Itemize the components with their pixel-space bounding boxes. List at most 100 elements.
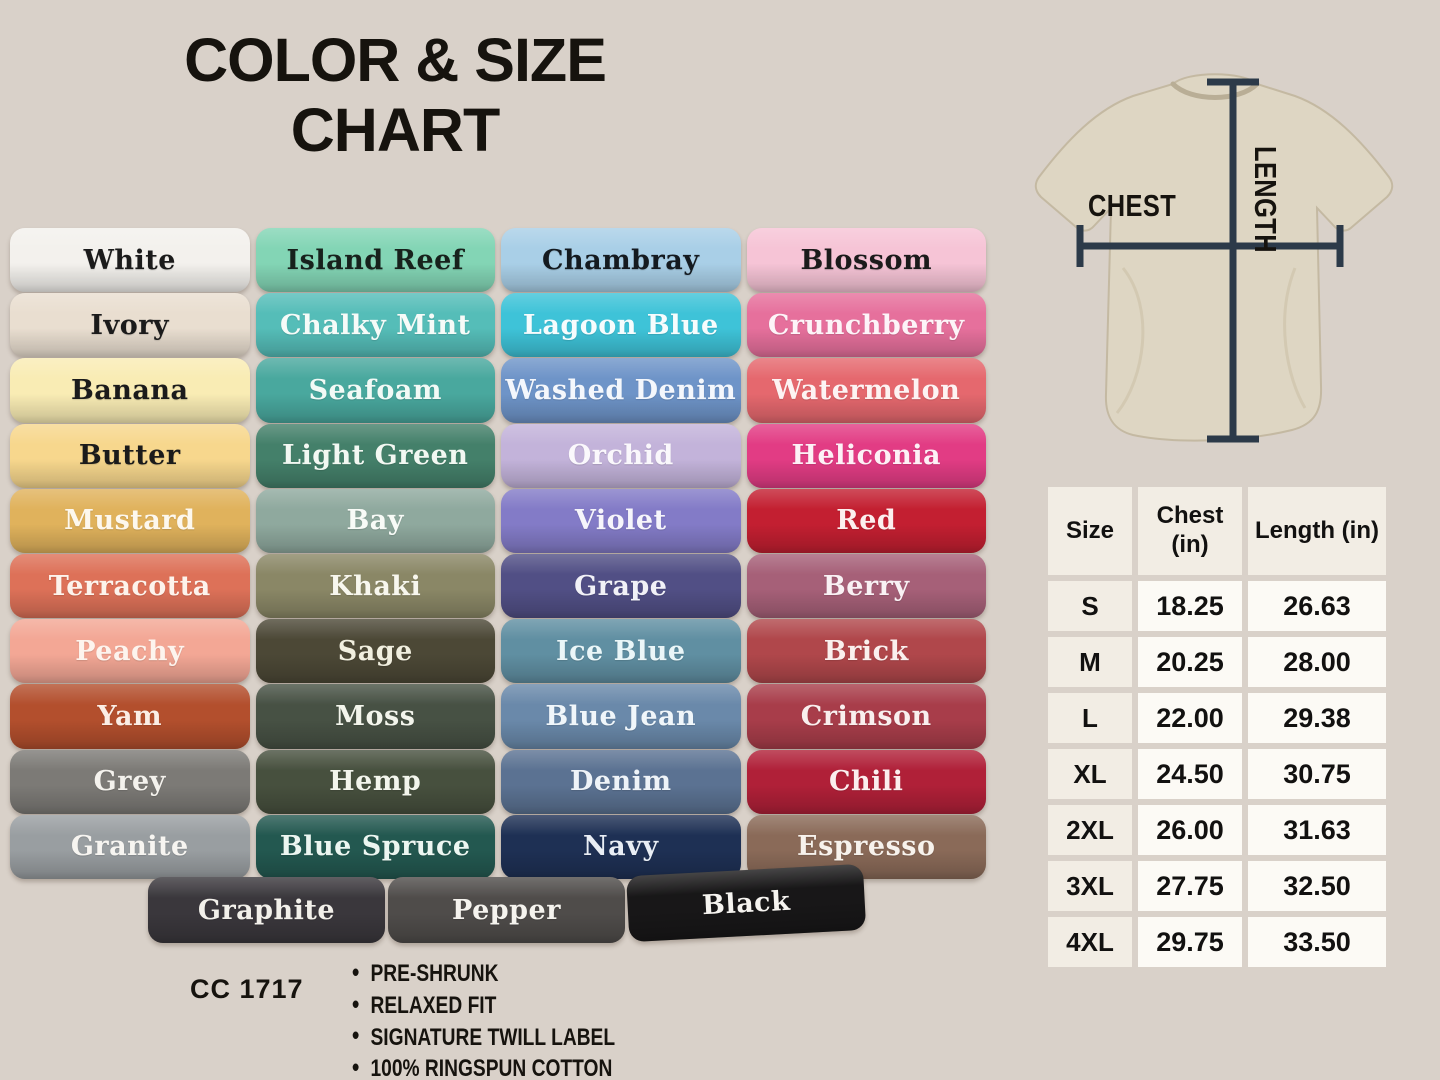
size-table-value-cell: 26.63 bbox=[1248, 581, 1386, 631]
shirt-color-label: Orchid bbox=[567, 440, 674, 472]
shirt-color-label: Terracotta bbox=[48, 570, 211, 602]
shirt-color-label: Lagoon Blue bbox=[522, 309, 719, 341]
shirt-color-label: Crimson bbox=[800, 700, 932, 732]
size-table-size-cell: L bbox=[1048, 693, 1132, 743]
size-table-value-cell: 33.50 bbox=[1248, 917, 1386, 967]
size-table-value-cell: 24.50 bbox=[1138, 749, 1242, 799]
shirt-color-label: Grey bbox=[93, 766, 166, 798]
feature-list: PRE-SHRUNKRELAXED FITSIGNATURE TWILL LAB… bbox=[352, 958, 681, 1080]
tshirt-measurement-diagram: CHEST LENGTH bbox=[995, 58, 1415, 470]
size-table-value-cell: 22.00 bbox=[1138, 693, 1242, 743]
shirt-color-label: Pepper bbox=[452, 894, 561, 926]
shirt-color-label: Denim bbox=[569, 766, 672, 798]
shirt-swatch-hemp: Hemp bbox=[255, 749, 495, 814]
shirt-swatch-peachy: Peachy bbox=[10, 619, 250, 684]
shirt-swatch-khaki: Khaki bbox=[255, 553, 495, 619]
size-table-size-cell: M bbox=[1048, 637, 1132, 687]
shirt-color-label: Chili bbox=[829, 766, 904, 798]
tshirt-graphic bbox=[1034, 73, 1394, 443]
size-table-header: Chest (in) bbox=[1138, 487, 1242, 575]
page-title-line1: COLOR & SIZE bbox=[184, 26, 607, 94]
shirt-color-label: Sage bbox=[337, 635, 413, 667]
shirt-swatch-blue-jean: Blue Jean bbox=[501, 684, 741, 749]
shirt-column: White Ivory Banana Butter Mustard Terracotta P… bbox=[10, 228, 250, 880]
shirt-swatch-grape: Grape bbox=[501, 553, 741, 619]
shirt-column: Chambray Lagoon Blue Washed Denim Orchid Vio… bbox=[501, 228, 741, 880]
shirt-color-label: Banana bbox=[70, 374, 189, 406]
shirt-swatch-heliconia: Heliconia bbox=[746, 423, 986, 488]
shirt-color-label: Moss bbox=[335, 700, 416, 732]
feature-item: SIGNATURE TWILL LABEL bbox=[352, 1021, 615, 1053]
size-table-value-cell: 30.75 bbox=[1248, 749, 1386, 799]
shirt-swatch-lagoon-blue: Lagoon Blue bbox=[501, 293, 741, 358]
shirt-swatch-navy: Navy bbox=[501, 814, 741, 880]
shirt-swatch-orchid: Orchid bbox=[501, 423, 741, 488]
length-measure-line bbox=[1207, 78, 1259, 443]
chest-measure-line bbox=[1076, 225, 1344, 267]
shirt-color-label: Blue Jean bbox=[545, 700, 697, 732]
shirt-color-label: Mustard bbox=[64, 505, 196, 537]
shirt-swatch-ivory: Ivory bbox=[10, 293, 250, 358]
shirt-color-label: Grape bbox=[574, 570, 668, 602]
tshirt-shape bbox=[1034, 73, 1394, 442]
size-table: Size Chest (in) Length (in) S 18.25 26.63 M 20.… bbox=[1048, 487, 1386, 967]
shirt-swatch-crunchberry: Crunchberry bbox=[746, 293, 986, 358]
shirt-color-label: Ivory bbox=[90, 309, 170, 341]
shirt-column: Blossom Crunchberry Watermelon Heliconia Red… bbox=[746, 228, 986, 880]
shirt-swatch-moss: Moss bbox=[255, 684, 495, 749]
shirt-swatch-denim: Denim bbox=[501, 749, 741, 814]
shirt-color-label: Seafoam bbox=[308, 374, 442, 406]
size-table-value-cell: 28.00 bbox=[1248, 637, 1386, 687]
shirt-swatch-blossom: Blossom bbox=[746, 228, 986, 293]
shirt-swatch-red: Red bbox=[746, 488, 986, 554]
shirt-swatch-watermelon: Watermelon bbox=[746, 358, 986, 423]
shirt-swatch-crimson: Crimson bbox=[746, 684, 986, 749]
shirt-swatch-brick: Brick bbox=[746, 619, 986, 684]
shirt-swatch-bay: Bay bbox=[255, 488, 495, 554]
shirt-swatch-island-reef: Island Reef bbox=[255, 228, 495, 293]
product-code: CC 1717 bbox=[190, 974, 304, 1004]
shirt-color-label: Crunchberry bbox=[767, 309, 965, 341]
page-title: COLOR & SIZE CHART bbox=[140, 26, 650, 165]
shirt-color-label: Chambray bbox=[542, 244, 700, 276]
shirt-color-label: Peachy bbox=[75, 635, 185, 667]
shirt-color-label: Red bbox=[836, 505, 897, 537]
page-title-line2: CHART bbox=[290, 95, 500, 164]
shirt-color-label: Blossom bbox=[800, 244, 933, 276]
shirt-color-label: Chalky Mint bbox=[280, 309, 471, 341]
shirt-color-label: Black bbox=[701, 885, 791, 921]
shirt-swatch-berry: Berry bbox=[746, 553, 986, 619]
feature-item: 100% RINGSPUN COTTON bbox=[352, 1053, 615, 1080]
shirt-swatch-blue-spruce: Blue Spruce bbox=[255, 814, 495, 880]
shirt-swatch-violet: Violet bbox=[501, 488, 741, 554]
shirt-color-label: Washed Denim bbox=[505, 374, 737, 406]
tshirt-collar bbox=[1170, 81, 1260, 100]
feature-item: RELAXED FIT bbox=[352, 990, 615, 1022]
shirt-color-grid: White Ivory Banana Butter Mustard Terracotta P… bbox=[10, 228, 986, 880]
length-label: LENGTH bbox=[1248, 146, 1283, 253]
shirt-color-label: Blue Spruce bbox=[279, 831, 471, 863]
shirt-swatch-ice-blue: Ice Blue bbox=[501, 619, 741, 684]
footer: CC 1717 PRE-SHRUNKRELAXED FITSIGNATURE T… bbox=[190, 958, 680, 1080]
shirt-color-label: Bay bbox=[346, 505, 404, 537]
shirt-swatch-banana: Banana bbox=[10, 358, 250, 423]
shirt-color-label: Watermelon bbox=[772, 374, 961, 406]
shirt-column: Island Reef Chalky Mint Seafoam Light Green… bbox=[255, 228, 495, 880]
shirt-color-label: Berry bbox=[822, 570, 910, 602]
size-table-header: Length (in) bbox=[1248, 487, 1386, 575]
size-table-size-cell: 3XL bbox=[1048, 861, 1132, 911]
shirt-color-label: Heliconia bbox=[791, 440, 942, 472]
shirt-swatch-seafoam: Seafoam bbox=[255, 358, 495, 423]
shirt-color-label: Graphite bbox=[197, 894, 336, 926]
shirt-swatch-granite: Granite bbox=[10, 814, 250, 880]
shirt-color-label: Ice Blue bbox=[555, 635, 686, 667]
shirt-swatch-chili: Chili bbox=[746, 749, 986, 814]
shirt-swatch-white: White bbox=[10, 228, 250, 293]
size-table-value-cell: 18.25 bbox=[1138, 581, 1242, 631]
shirt-color-label: Granite bbox=[70, 831, 189, 863]
size-table-size-cell: XL bbox=[1048, 749, 1132, 799]
shirt-color-label: Violet bbox=[574, 505, 667, 537]
shirt-swatch-light-green: Light Green bbox=[255, 423, 495, 488]
size-table-value-cell: 27.75 bbox=[1138, 861, 1242, 911]
